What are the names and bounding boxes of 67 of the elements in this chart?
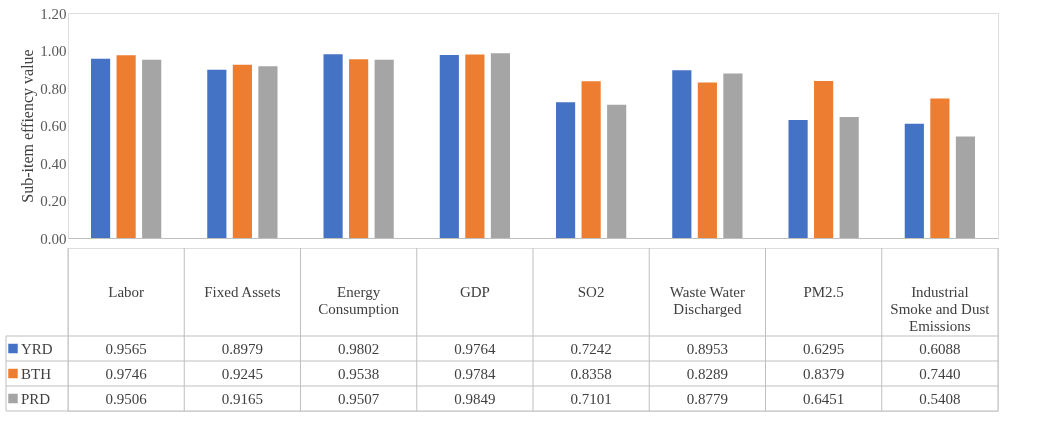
data-label: 0.8379 xyxy=(803,365,845,382)
data-label: 0.9746 xyxy=(105,365,148,382)
bar xyxy=(116,55,136,238)
y-tick-label: 0.80 xyxy=(40,80,67,97)
data-label: 0.8979 xyxy=(221,340,263,357)
bar xyxy=(465,54,485,238)
x-tick-label: GDP xyxy=(459,284,490,300)
data-label: 0.9802 xyxy=(338,340,380,357)
x-tick-label: Industrial Smoke and Dust Emissions xyxy=(890,284,991,334)
bar xyxy=(930,98,950,238)
data-label: 0.9565 xyxy=(105,340,147,357)
bar xyxy=(697,82,717,238)
bar xyxy=(581,81,601,238)
bar xyxy=(232,64,252,238)
data-label: 0.6451 xyxy=(803,390,845,407)
x-tick-label: PM2.5 xyxy=(803,284,844,300)
data-label: 0.8289 xyxy=(686,365,728,382)
bar xyxy=(258,66,278,238)
bar xyxy=(723,73,743,238)
data-label: 0.7440 xyxy=(919,365,961,382)
x-tick-label: Labor xyxy=(108,284,145,300)
data-label: 0.9506 xyxy=(105,390,148,407)
bar xyxy=(374,59,394,238)
y-tick-label: 1.20 xyxy=(40,5,67,22)
x-tick-label: Waste Water Discharged xyxy=(669,284,745,317)
data-label: 0.9764 xyxy=(454,340,496,357)
data-label: 0.8779 xyxy=(686,390,728,407)
y-tick-label: 0.20 xyxy=(40,193,67,209)
bar xyxy=(555,102,576,238)
bar xyxy=(607,104,627,238)
legend-label: BTH xyxy=(21,365,52,382)
data-label: 0.8358 xyxy=(570,365,612,382)
bar xyxy=(323,54,343,238)
data-label: 0.6088 xyxy=(919,340,961,357)
bar xyxy=(490,53,511,238)
legend-label: YRD xyxy=(21,340,53,357)
y-tick-label: 1.00 xyxy=(40,43,67,59)
bar xyxy=(349,59,369,238)
data-label: 0.6295 xyxy=(803,340,845,357)
data-label: 0.9165 xyxy=(221,390,263,407)
data-label: 0.9849 xyxy=(454,390,496,407)
data-label: 0.9245 xyxy=(221,365,263,382)
bar xyxy=(207,69,227,238)
data-label: 0.5408 xyxy=(919,390,961,407)
bar xyxy=(142,59,162,238)
y-tick-label: 0.40 xyxy=(40,155,67,172)
bar xyxy=(90,58,111,238)
legend-label: PRD xyxy=(21,390,51,407)
x-tick-label: Energy Consumption xyxy=(318,284,400,317)
data-label: 0.7101 xyxy=(570,390,612,407)
x-tick-label: Fixed Assets xyxy=(204,284,281,300)
bar xyxy=(814,80,834,238)
data-label: 0.8953 xyxy=(686,340,728,357)
y-tick-label: 0.00 xyxy=(40,230,67,247)
bar xyxy=(672,70,692,238)
bar xyxy=(839,117,859,238)
data-label: 0.7242 xyxy=(570,340,612,357)
bar xyxy=(955,136,976,238)
bar xyxy=(904,123,924,238)
y-axis-title: Sub-item effiency value xyxy=(19,49,38,203)
y-tick-label: 0.60 xyxy=(40,118,67,134)
bar xyxy=(788,119,808,238)
data-label: 0.9507 xyxy=(338,390,380,407)
data-label: 0.9538 xyxy=(338,365,380,382)
x-tick-label: SO2 xyxy=(577,284,605,300)
bar xyxy=(439,54,459,238)
data-label: 0.9784 xyxy=(454,365,496,382)
